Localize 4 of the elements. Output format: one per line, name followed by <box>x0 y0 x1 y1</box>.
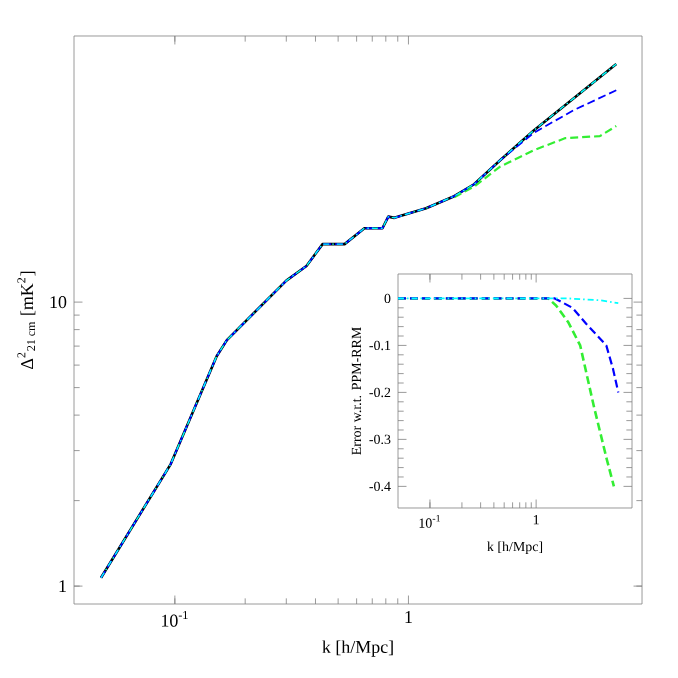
x-tick-label: 10$^{-1}$ <box>161 611 188 627</box>
y-axis-title: Δ$^{2}$$_{21 cm}$ [mK$^{2}$] <box>17 271 36 369</box>
y-tick-label: 10 <box>50 296 67 309</box>
x-axis-title: k [h/Mpc] <box>322 640 393 657</box>
